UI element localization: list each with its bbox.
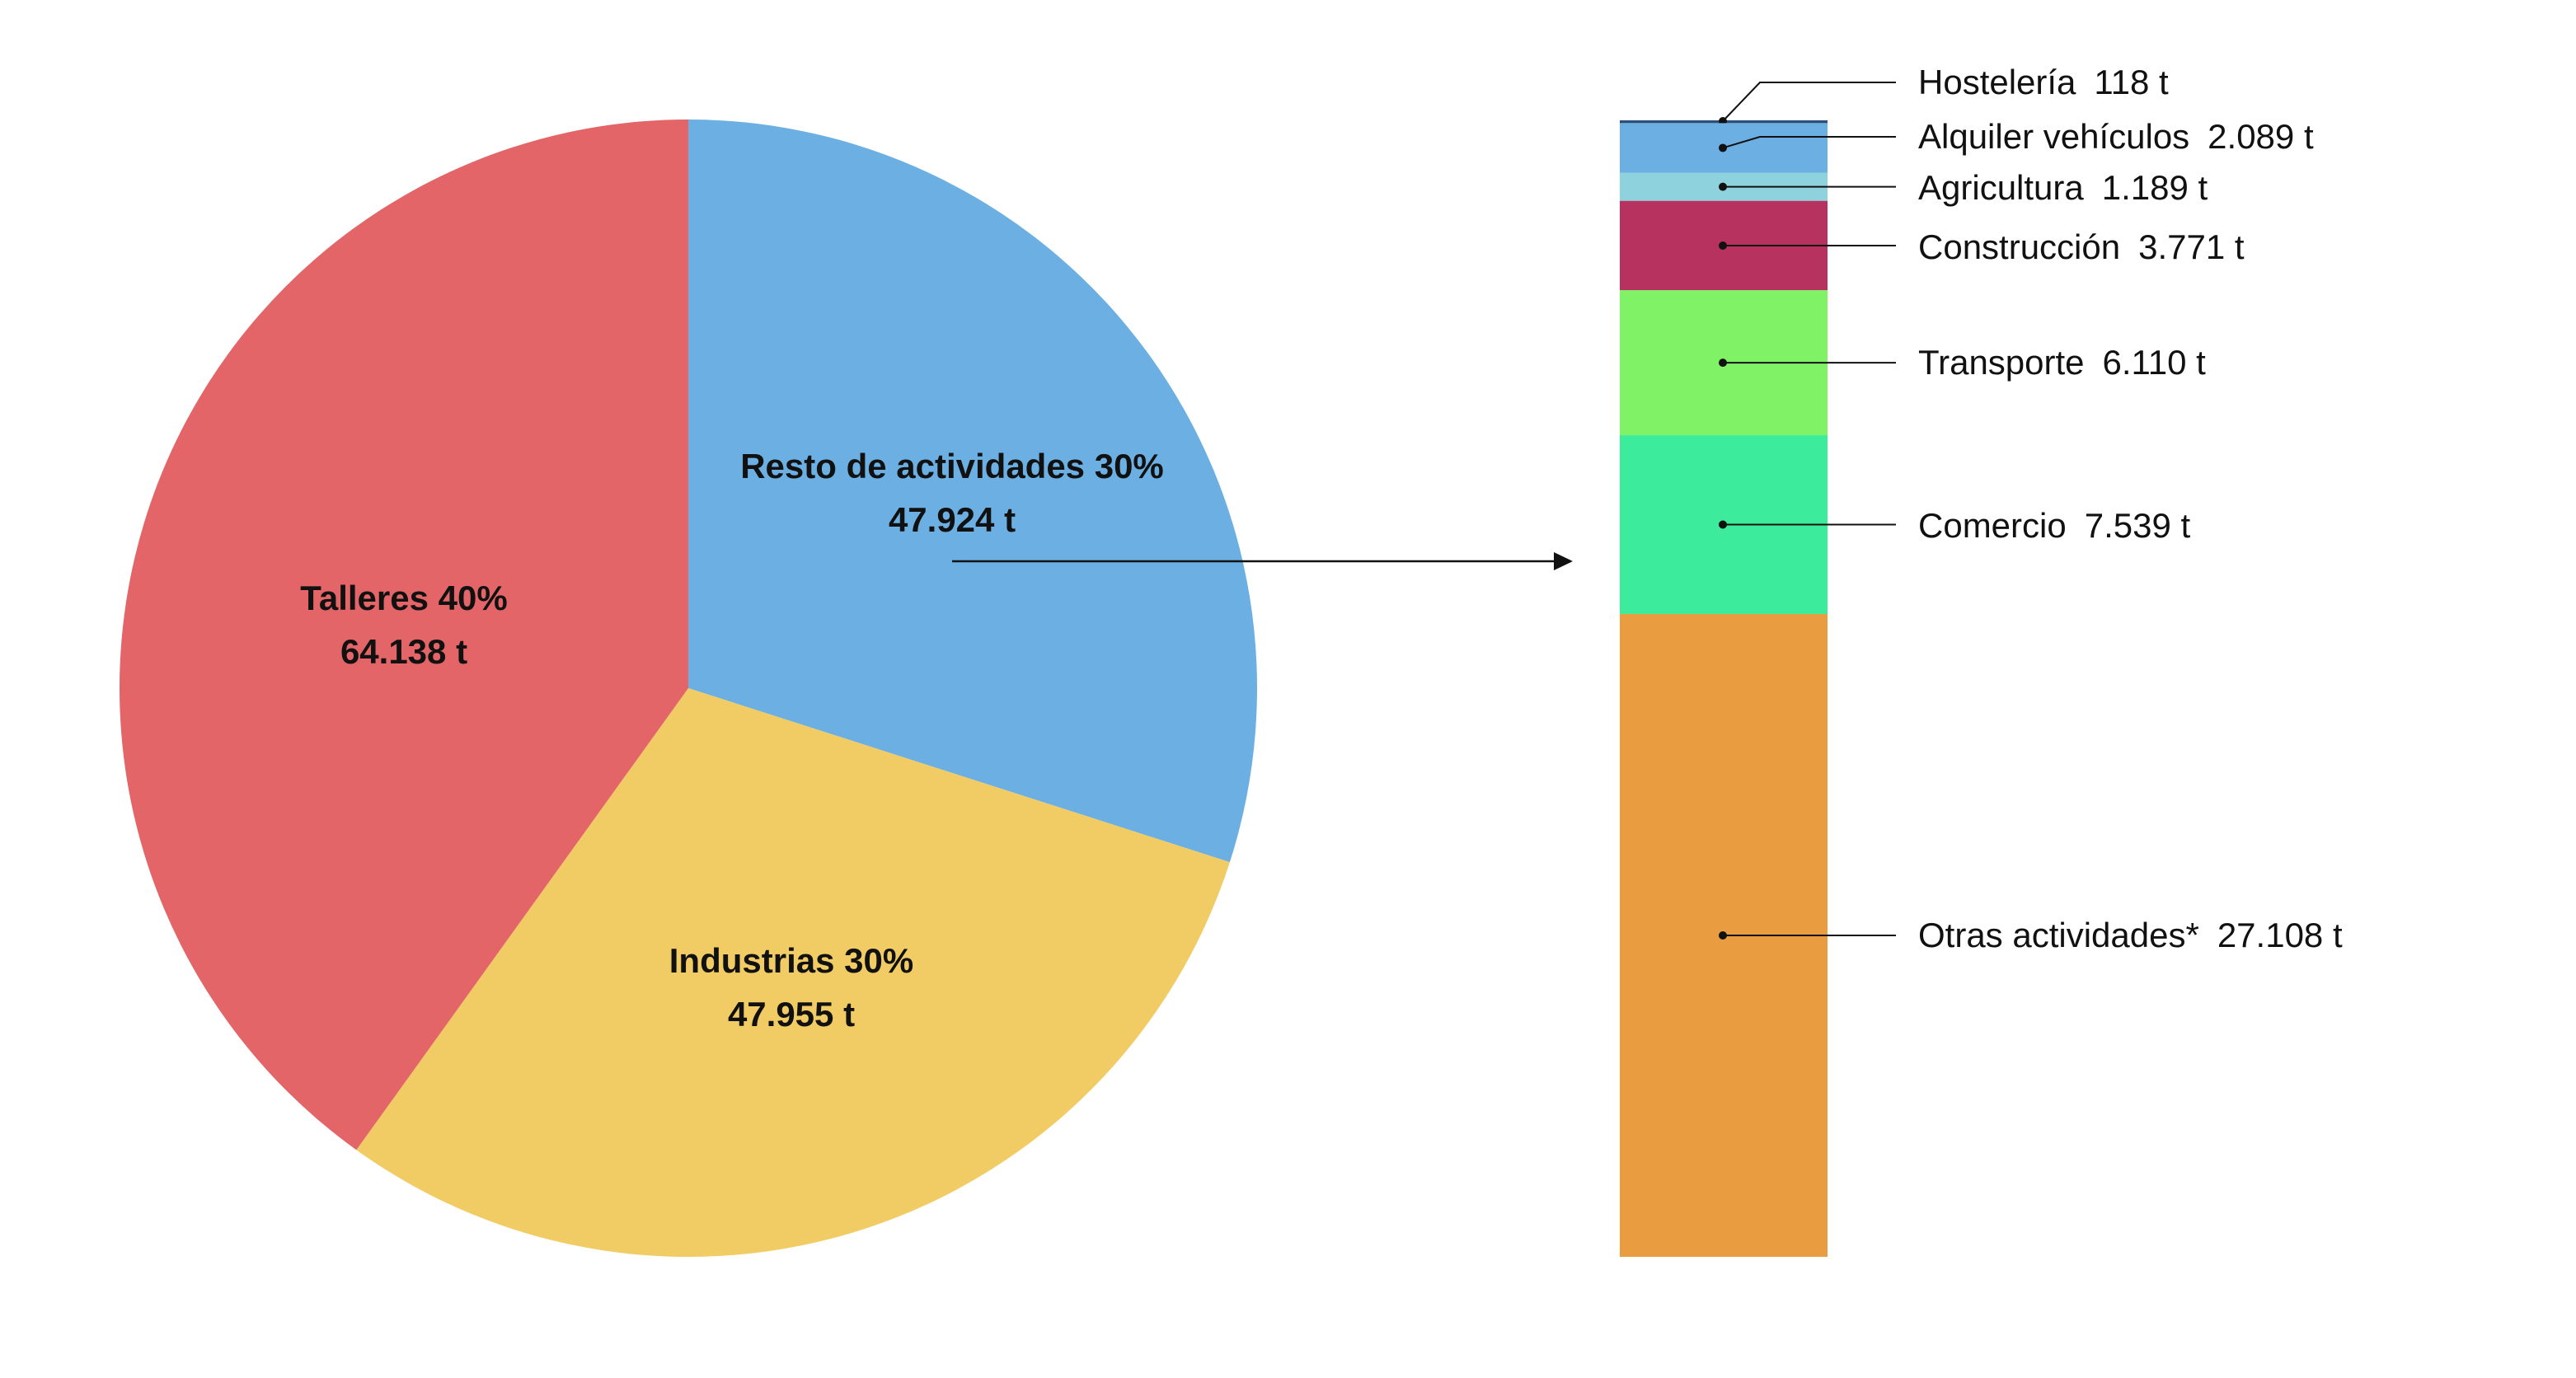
- connector-arrow-head: [1554, 552, 1573, 570]
- bar-label-transporte: Transporte 6.110 t: [1918, 343, 2206, 382]
- bar-label-otras-actividades: Otras actividades* 27.108 t: [1918, 916, 2343, 954]
- leader-dot-comercio: [1719, 520, 1727, 529]
- pie-label-talleres: Talleres 40%: [300, 579, 507, 617]
- pie-label-industrias: Industrias 30%: [669, 941, 913, 980]
- pie-value-resto-de-actividades: 47.924 t: [889, 500, 1016, 539]
- leader-dot-construccion: [1719, 241, 1727, 250]
- leader-dot-otras-actividades: [1719, 930, 1727, 940]
- pie-value-industrias: 47.955 t: [728, 995, 855, 1034]
- pie-slice-talleres: [120, 120, 689, 1151]
- pie-label-resto-de-actividades: Resto de actividades 30%: [740, 447, 1164, 485]
- leader-dot-alquiler-vehiculos: [1719, 143, 1727, 152]
- bar-label-comercio: Comercio 7.539 t: [1918, 506, 2190, 545]
- pie-value-talleres: 64.138 t: [340, 632, 467, 671]
- bar-label-hosteleria: Hostelería 118 t: [1918, 63, 2169, 101]
- bar-label-construccion: Construcción 3.771 t: [1918, 227, 2245, 266]
- pie-chart: Resto de actividades 30% 47.924 t Industri…: [120, 120, 1257, 1257]
- leader-line-hosteleria: [1722, 82, 1896, 122]
- pie-slice-resto-de-actividades: [688, 120, 1257, 863]
- leader-dot-transporte: [1719, 359, 1727, 368]
- bar-label-agricultura: Agricultura 1.189 t: [1918, 168, 2208, 207]
- leader-line-alquiler-vehiculos: [1722, 136, 1896, 149]
- leader-dot-agricultura: [1719, 182, 1727, 191]
- pie-slice-industrias: [356, 688, 1230, 1257]
- bar-label-alquiler-vehiculos: Alquiler vehículos 2.089 t: [1918, 117, 2314, 156]
- stacked-bar-chart: Hostelería 118 t Alquiler vehículos 2.089 t…: [1620, 63, 2343, 1257]
